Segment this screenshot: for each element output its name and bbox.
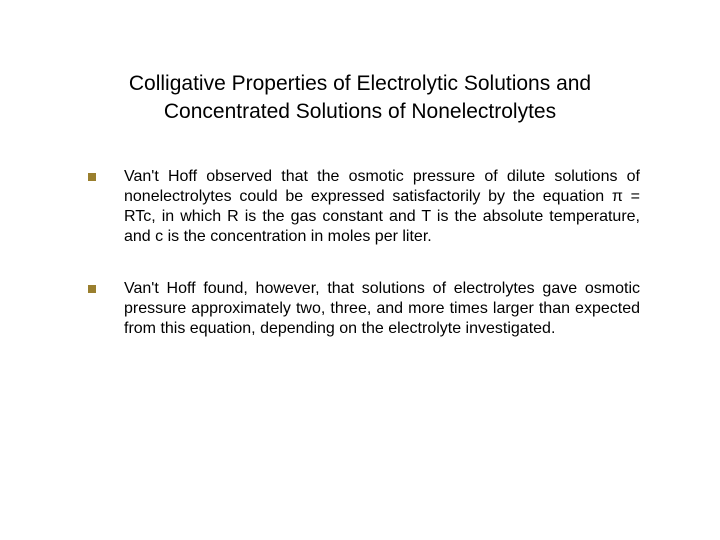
bullet-list: Van't Hoff observed that the osmotic pre… [80, 167, 640, 339]
list-item: Van't Hoff found, however, that solution… [88, 279, 640, 339]
slide-title: Colligative Properties of Electrolytic S… [80, 70, 640, 127]
list-item: Van't Hoff observed that the osmotic pre… [88, 167, 640, 247]
bullet-text: Van't Hoff observed that the osmotic pre… [124, 167, 640, 247]
square-bullet-icon [88, 173, 96, 181]
bullet-text: Van't Hoff found, however, that solution… [124, 279, 640, 339]
square-bullet-icon [88, 285, 96, 293]
